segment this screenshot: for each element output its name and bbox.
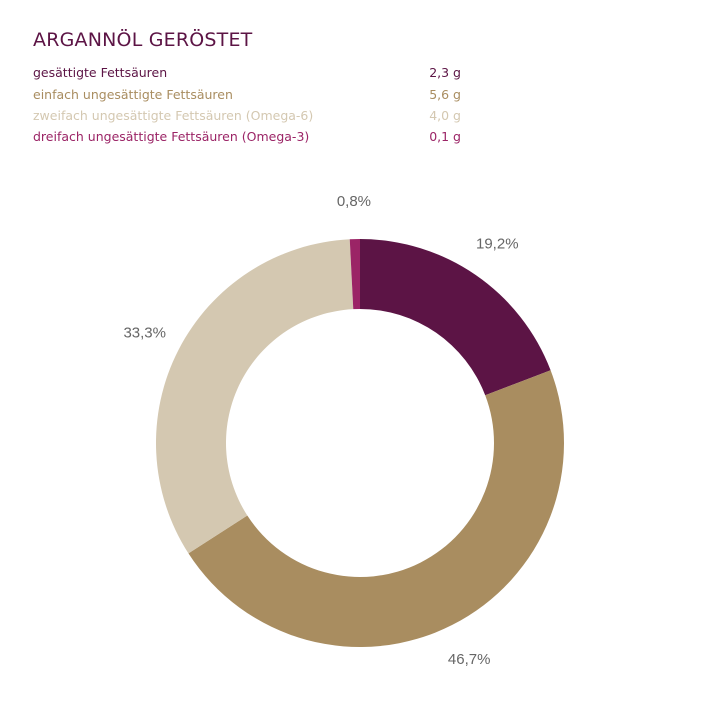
legend-item: gesättigte Fettsäuren 2,3 g <box>33 65 461 80</box>
legend-label: einfach ungesättigte Fettsäuren <box>33 87 233 102</box>
legend-amount: 5,6 g <box>429 87 461 102</box>
legend-label: dreifach ungesättigte Fettsäuren (Omega-… <box>33 129 310 144</box>
slice-label: 46,7% <box>448 651 491 668</box>
slice-label: 0,8% <box>337 193 371 210</box>
legend-amount: 2,3 g <box>429 65 461 80</box>
donut-slice <box>349 239 360 310</box>
legend-item: dreifach ungesättigte Fettsäuren (Omega-… <box>33 129 461 144</box>
legend-label: gesättigte Fettsäuren <box>33 65 168 80</box>
legend-amount: 0,1 g <box>429 129 461 144</box>
slice-label: 19,2% <box>476 236 519 253</box>
legend-amount: 4,0 g <box>429 108 461 123</box>
legend-item: einfach ungesättigte Fettsäuren 5,6 g <box>33 87 461 102</box>
donut-slice <box>156 239 354 554</box>
chart-title: ARGANNÖL GERÖSTET <box>33 29 253 51</box>
donut-slice <box>360 239 551 396</box>
legend-item: zweifach ungesättigte Fettsäuren (Omega-… <box>33 108 461 123</box>
donut-slice <box>188 370 564 648</box>
legend-label: zweifach ungesättigte Fettsäuren (Omega-… <box>33 108 314 123</box>
slice-label: 33,3% <box>123 324 166 341</box>
